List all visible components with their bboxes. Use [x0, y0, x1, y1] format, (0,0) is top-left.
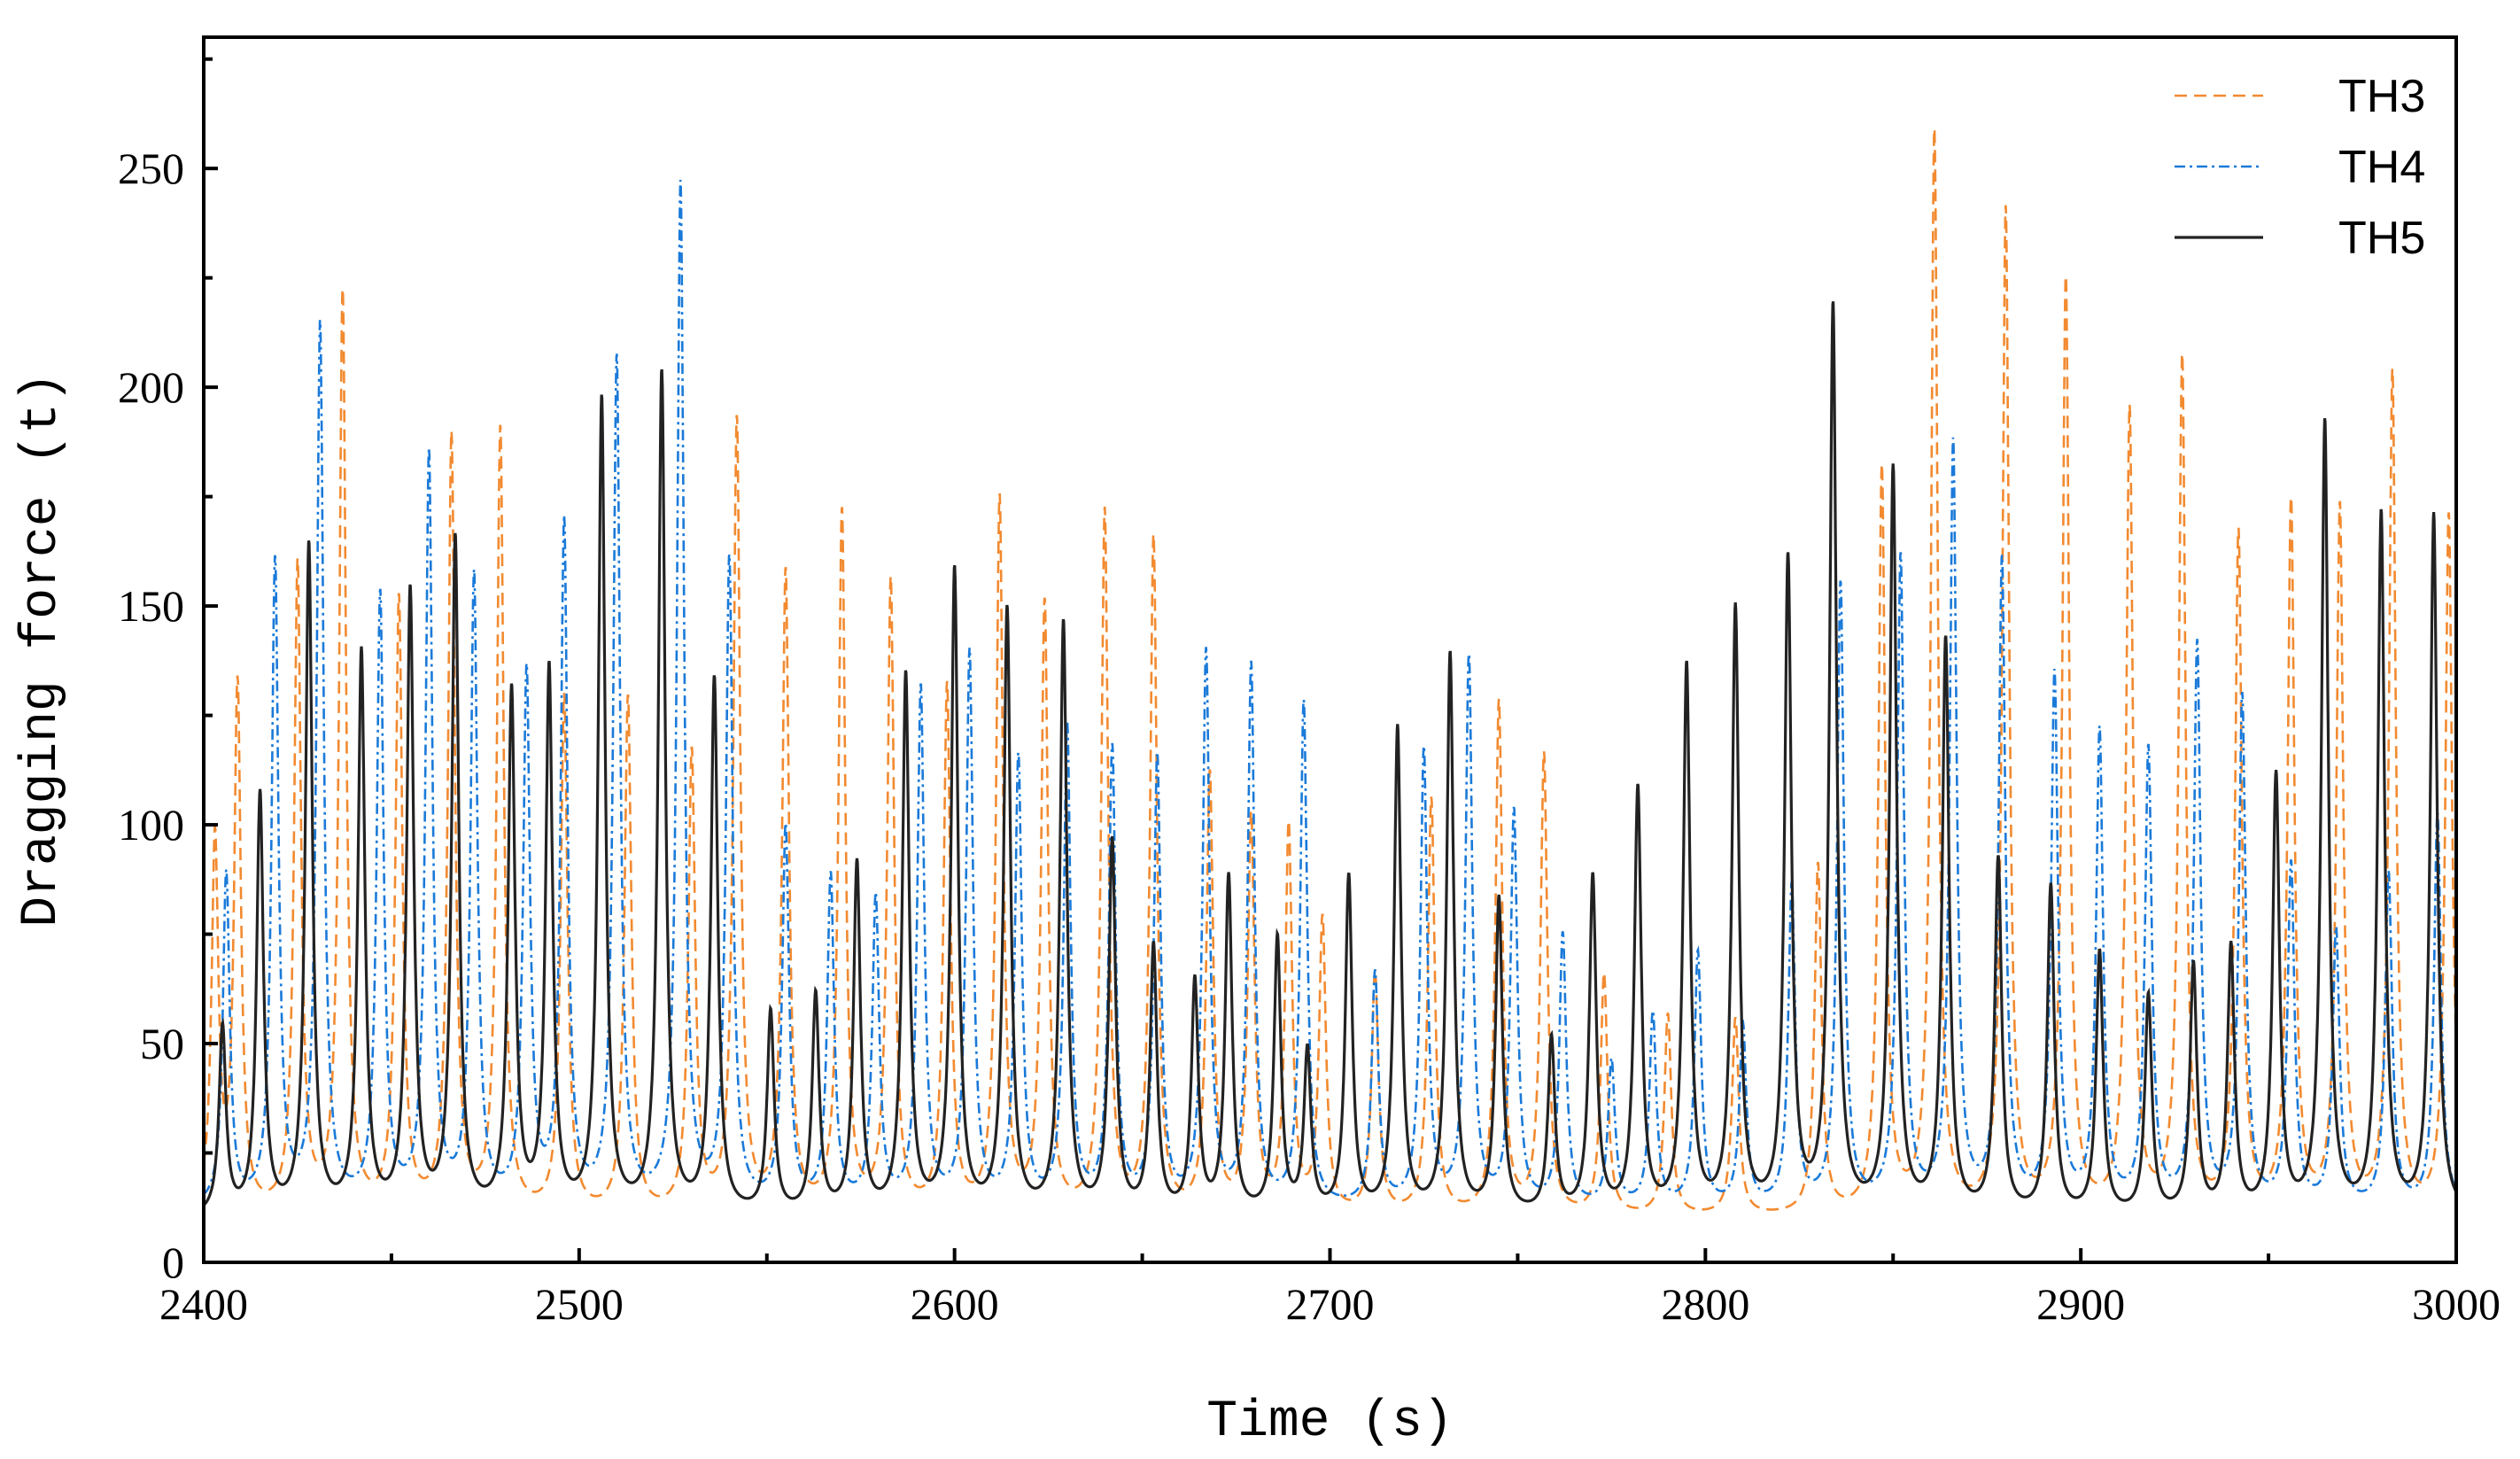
x-tick-label: 2600 [911, 1279, 999, 1329]
x-axis: 2400 2500 2600 2700 2800 2900 3000 [159, 1248, 2501, 1329]
y-tick-label: 0 [162, 1238, 184, 1287]
x-tick-label: 2800 [1661, 1279, 1749, 1329]
x-tick-label: 2500 [535, 1279, 624, 1329]
legend-label-th5: TH5 [2338, 213, 2425, 264]
x-axis-title: Time (s) [1206, 1393, 1453, 1451]
series-line-th3 [204, 128, 2456, 1211]
x-tick-label: 2400 [159, 1279, 248, 1329]
series-line-th5 [204, 301, 2456, 1207]
legend-label-th3: TH3 [2338, 71, 2425, 122]
x-tick-label: 3000 [2412, 1279, 2501, 1329]
series-layer [204, 128, 2456, 1211]
y-tick-label: 200 [118, 362, 184, 412]
y-tick-label: 150 [118, 581, 184, 631]
legend-label-th4: TH4 [2338, 142, 2425, 193]
y-axis-title: Dragging force (t) [13, 372, 71, 927]
x-tick-label: 2700 [1286, 1279, 1375, 1329]
y-tick-label: 100 [118, 800, 184, 850]
y-tick-label: 250 [118, 144, 184, 193]
legend: TH3 TH4 TH5 [2175, 71, 2425, 264]
y-axis: 0 50 100 150 200 250 [118, 57, 218, 1287]
y-tick-label: 50 [140, 1019, 184, 1068]
x-tick-label: 2900 [2036, 1279, 2125, 1329]
